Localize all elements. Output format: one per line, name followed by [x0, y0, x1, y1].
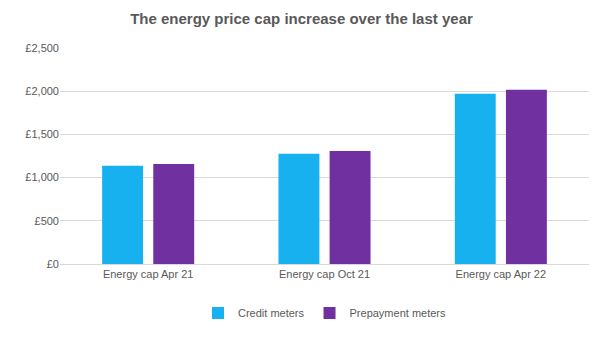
svg-text:£1,000: £1,000 [25, 171, 59, 183]
svg-text:£2,000: £2,000 [25, 85, 59, 97]
svg-text:Energy cap Apr 22: Energy cap Apr 22 [456, 268, 547, 280]
svg-text:The energy price cap increase: The energy price cap increase over the l… [130, 10, 473, 27]
svg-text:£500: £500 [35, 215, 59, 227]
svg-text:Credit meters: Credit meters [238, 307, 305, 319]
svg-text:Energy cap Oct 21: Energy cap Oct 21 [279, 268, 370, 280]
svg-text:Prepayment meters: Prepayment meters [350, 307, 446, 319]
svg-text:Energy cap Apr 21: Energy cap Apr 21 [103, 268, 194, 280]
svg-text:£2,500: £2,500 [25, 42, 59, 54]
svg-text:£1,500: £1,500 [25, 128, 59, 140]
svg-text:£0: £0 [47, 258, 59, 270]
